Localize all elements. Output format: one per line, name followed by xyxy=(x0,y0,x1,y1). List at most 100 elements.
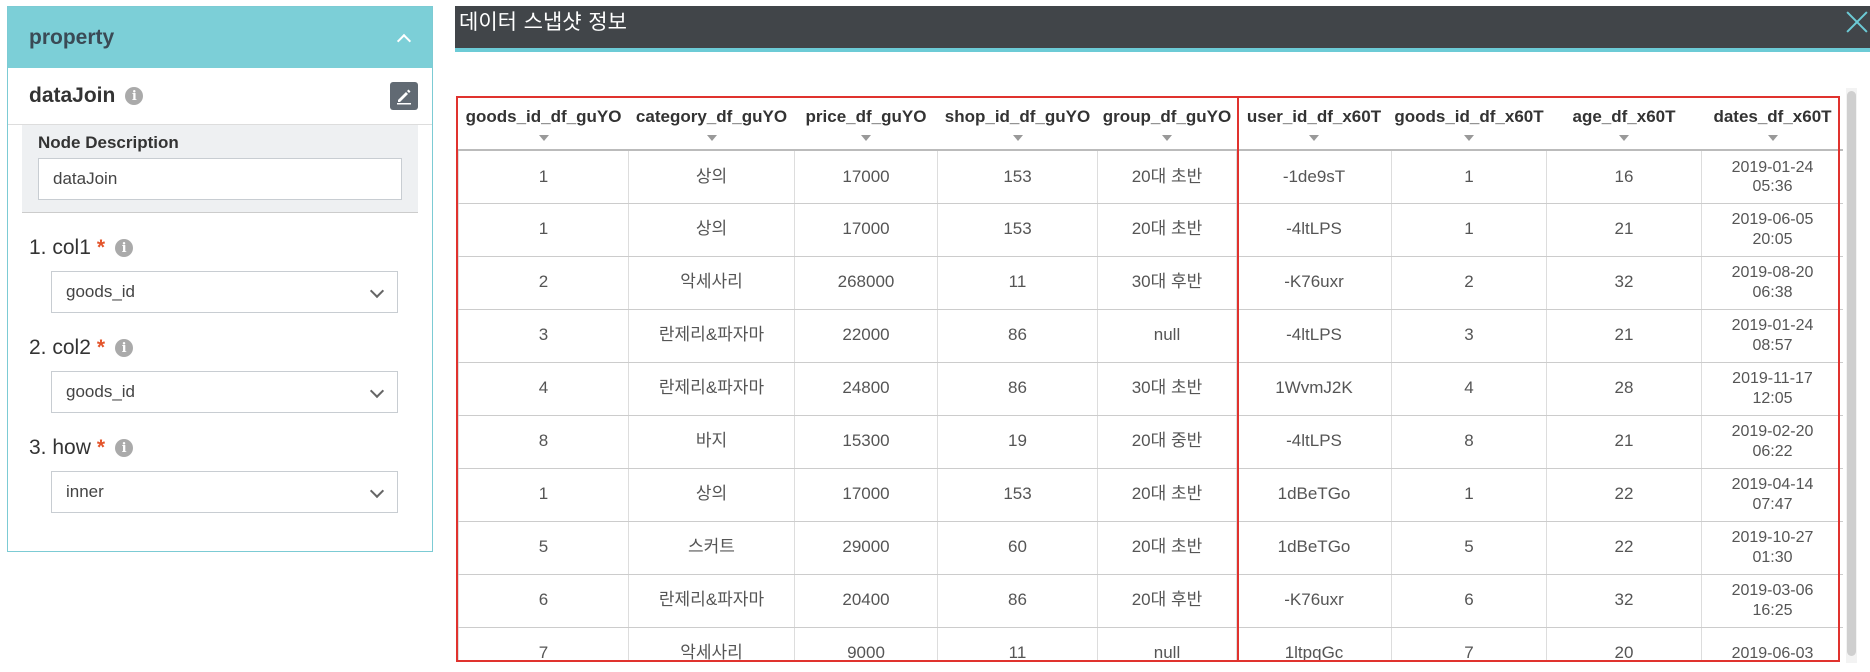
table-cell: 2 xyxy=(1391,256,1547,310)
table-row[interactable]: 2 악세사리 268000 11 30대 후반 -K76uxr 2 32 2019-08-20 0… xyxy=(458,256,1843,310)
col1-select-value: goods_id xyxy=(66,282,136,301)
node-name-row: dataJoin i xyxy=(8,68,432,125)
time-value: 20:05 xyxy=(1752,230,1793,248)
table-cell: 153 xyxy=(937,150,1098,204)
table-cell: 22000 xyxy=(794,309,938,363)
node-description-input[interactable]: dataJoin xyxy=(38,158,402,200)
table-cell: 란제리&파자마 xyxy=(628,309,795,363)
how-select[interactable]: inner xyxy=(51,471,398,513)
table-row[interactable]: 4 란제리&파자마 24800 86 30대 초반 1WvmJ2K 4 28 2019-11-1… xyxy=(458,362,1843,416)
table-row[interactable]: 7 악세사리 9000 11 null 1ltpqGc 7 20 2019-06-03 xyxy=(458,627,1843,661)
table-cell: 1 xyxy=(458,150,629,204)
table-cell-date: 2019-06-05 20:05 xyxy=(1701,203,1843,257)
table-cell-date: 2019-01-24 05:36 xyxy=(1701,150,1843,204)
edit-button[interactable] xyxy=(390,82,418,110)
column-header[interactable]: price_df_guYO xyxy=(794,96,938,151)
date-value: 2019-03-06 xyxy=(1731,582,1814,600)
table-cell: 60 xyxy=(937,521,1098,575)
table-cell: 17000 xyxy=(794,150,938,204)
table-cell: 32 xyxy=(1546,574,1702,628)
info-icon[interactable]: i xyxy=(115,339,134,357)
time-value: 06:38 xyxy=(1752,283,1793,301)
info-icon[interactable]: i xyxy=(115,239,134,257)
column-header[interactable]: goods_id_df_guYO xyxy=(458,96,629,151)
table-cell: -4ltLPS xyxy=(1236,415,1392,469)
table-cell: -K76uxr xyxy=(1236,256,1392,310)
time-value: 07:47 xyxy=(1752,495,1793,513)
node-description-section: Node Description dataJoin xyxy=(22,125,418,213)
table-row[interactable]: 1 상의 17000 153 20대 초반 -4ltLPS 1 21 2019-06-05 20:… xyxy=(458,203,1843,257)
table-cell: 9000 xyxy=(794,627,938,661)
table-cell: 153 xyxy=(937,203,1098,257)
column-header[interactable]: dates_df_x60T xyxy=(1701,96,1843,151)
table-row[interactable]: 5 스커트 29000 60 20대 초반 1dBeTGo 5 22 2019-10-27 01:… xyxy=(458,521,1843,575)
field-col2-label: 2. col2 xyxy=(29,336,91,359)
table-row[interactable]: 3 란제리&파자마 22000 86 null -4ltLPS 3 21 2019-01-24 0… xyxy=(458,309,1843,363)
table-cell: 29000 xyxy=(794,521,938,575)
vertical-scrollbar[interactable] xyxy=(1846,88,1857,663)
column-header[interactable]: shop_id_df_guYO xyxy=(937,96,1098,151)
col1-select[interactable]: goods_id xyxy=(51,271,398,313)
scrollbar-thumb[interactable] xyxy=(1847,91,1856,656)
table-cell: 1WvmJ2K xyxy=(1236,362,1392,416)
table-cell: 1 xyxy=(458,468,629,522)
table-cell: 11 xyxy=(937,256,1098,310)
table-cell: 1 xyxy=(1391,468,1547,522)
required-marker: * xyxy=(96,336,106,359)
info-icon[interactable]: i xyxy=(125,87,144,105)
table-cell: 11 xyxy=(937,627,1098,661)
table-cell: 28 xyxy=(1546,362,1702,416)
sort-icon xyxy=(1162,135,1172,141)
table-cell: 6 xyxy=(458,574,629,628)
table-cell: 22 xyxy=(1546,521,1702,575)
sort-icon xyxy=(1012,135,1023,141)
sort-icon xyxy=(1464,135,1474,141)
chevron-up-icon[interactable] xyxy=(396,31,410,45)
time-value: 05:36 xyxy=(1752,177,1793,195)
column-header[interactable]: group_df_guYO xyxy=(1097,96,1237,151)
column-header[interactable]: user_id_df_x60T xyxy=(1236,96,1392,151)
table-cell: 17000 xyxy=(794,203,938,257)
column-header[interactable]: age_df_x60T xyxy=(1546,96,1702,151)
table-row[interactable]: 1 상의 17000 153 20대 초반 1dBeTGo 1 22 2019-04-14 07:… xyxy=(458,468,1843,522)
table-cell: 스커트 xyxy=(628,521,795,575)
close-icon[interactable] xyxy=(1844,8,1870,34)
table-cell: 21 xyxy=(1546,415,1702,469)
date-value: 2019-11-17 xyxy=(1732,370,1813,388)
table-cell: 20대 초반 xyxy=(1097,468,1237,522)
table-cell: 6 xyxy=(1391,574,1547,628)
table-cell: 86 xyxy=(937,309,1098,363)
snapshot-dialog-titlebar: 데이터 스냅샷 정보 xyxy=(455,6,1870,52)
sort-icon xyxy=(1619,135,1629,141)
table-cell: 32 xyxy=(1546,256,1702,310)
property-panel: property dataJoin i Node Description dat… xyxy=(7,6,433,552)
table-cell: 란제리&파자마 xyxy=(628,574,795,628)
field-how: 3. how * i inner xyxy=(8,413,432,513)
field-how-label: 3. how xyxy=(29,436,91,459)
table-cell: 30대 초반 xyxy=(1097,362,1237,416)
property-panel-title: property xyxy=(29,25,115,49)
chevron-down-icon xyxy=(369,385,383,399)
table-cell: 153 xyxy=(937,468,1098,522)
table-row[interactable]: 1 상의 17000 153 20대 초반 -1de9sT 1 16 2019-01-24 05:… xyxy=(458,150,1843,204)
table-row[interactable]: 6 란제리&파자마 20400 86 20대 후반 -K76uxr 6 32 2019-03-0… xyxy=(458,574,1843,628)
table-cell: 4 xyxy=(1391,362,1547,416)
column-header[interactable]: goods_id_df_x60T xyxy=(1391,96,1547,151)
sort-icon xyxy=(538,135,549,141)
table-cell-date: 2019-04-14 07:47 xyxy=(1701,468,1843,522)
table-cell-date: 2019-08-20 06:38 xyxy=(1701,256,1843,310)
col2-select[interactable]: goods_id xyxy=(51,371,398,413)
snapshot-table-container: goods_id_df_guYO category_df_guYO price_… xyxy=(458,96,1843,661)
table-row[interactable]: 8 바지 15300 19 20대 중반 -4ltLPS 8 21 2019-02-20 06:2… xyxy=(458,415,1843,469)
table-header-row: goods_id_df_guYO category_df_guYO price_… xyxy=(458,96,1843,151)
table-cell: 바지 xyxy=(628,415,795,469)
column-header[interactable]: category_df_guYO xyxy=(628,96,795,151)
table-cell: 20대 후반 xyxy=(1097,574,1237,628)
property-panel-header[interactable]: property xyxy=(8,7,432,68)
table-cell: 16 xyxy=(1546,150,1702,204)
table-cell-date: 2019-03-06 16:25 xyxy=(1701,574,1843,628)
info-icon[interactable]: i xyxy=(115,439,134,457)
node-description-label: Node Description xyxy=(38,133,179,152)
table-cell: 8 xyxy=(458,415,629,469)
table-cell: -4ltLPS xyxy=(1236,203,1392,257)
